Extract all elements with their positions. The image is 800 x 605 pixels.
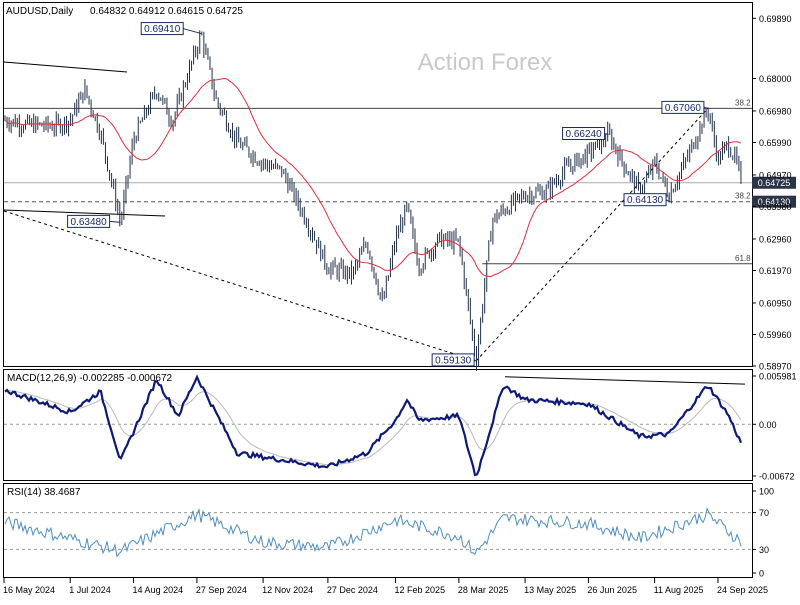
macd-pane xyxy=(3,369,753,481)
macd-tick-label: 0.005981 xyxy=(759,372,797,382)
price-label: 0.64130 xyxy=(627,195,664,206)
price-label-connector xyxy=(473,359,477,362)
date-tick-label: 13 May 2025 xyxy=(524,585,576,595)
rsi-tick-label: 0 xyxy=(759,569,764,579)
price-label: 0.69410 xyxy=(144,24,181,35)
date-tick-label: 28 Mar 2025 xyxy=(458,585,509,595)
fib-level-label: 61.8 xyxy=(735,254,751,263)
current-price-label: 0.64725 xyxy=(758,178,791,188)
rising-trendline xyxy=(475,108,709,362)
price-label-connector xyxy=(604,133,609,135)
date-tick-label: 1 Jul 2024 xyxy=(69,585,111,595)
date-tick-label: 12 Nov 2024 xyxy=(262,585,313,595)
date-tick-label: 11 Aug 2025 xyxy=(654,585,704,595)
price-tick-label: 0.66980 xyxy=(759,106,792,116)
macd-title: MACD(12,26,9) -0.002285 -0.000672 xyxy=(7,373,173,384)
rsi-line xyxy=(4,506,742,558)
fib-level-label: 38.2 xyxy=(735,192,751,201)
rsi-tick-label: 100 xyxy=(759,487,774,497)
rsi-tick-label: 70 xyxy=(759,508,769,518)
price-label: 0.59130 xyxy=(435,355,472,366)
support-price-box xyxy=(752,195,796,208)
price-label: 0.63480 xyxy=(71,217,108,228)
resistance-trendline xyxy=(3,61,128,73)
price-label-connector xyxy=(183,28,202,35)
price-tick-label: 0.59960 xyxy=(759,330,792,340)
price-label-connector xyxy=(665,199,670,203)
price-tick-label: 0.58970 xyxy=(759,362,792,372)
date-tick-label: 27 Sep 2024 xyxy=(196,585,247,595)
price-tick-label: 0.62960 xyxy=(759,234,792,244)
price-label-connector xyxy=(703,106,709,109)
date-tick-label: 12 Feb 2025 xyxy=(395,585,446,595)
price-tick-label: 0.69890 xyxy=(759,14,792,24)
current-price-box xyxy=(752,176,796,189)
price-tick-label: 0.63980 xyxy=(759,202,792,212)
date-tick-label: 14 Aug 2024 xyxy=(133,585,184,595)
macd-line xyxy=(4,374,743,477)
watermark: Action Forex xyxy=(418,49,553,76)
date-tick-label: 27 Dec 2024 xyxy=(327,585,378,595)
rsi-pane xyxy=(3,483,753,578)
price-label-connector xyxy=(109,220,121,223)
date-tick-label: 16 May 2024 xyxy=(3,585,55,595)
price-tick-label: 0.65990 xyxy=(759,138,792,148)
rsi-tick-label: 30 xyxy=(759,545,769,555)
fib-level-label: 38.2 xyxy=(735,98,751,107)
symbol-title: AUDUSD,Daily xyxy=(6,6,73,17)
macd-trendline xyxy=(504,376,746,385)
date-tick-label: 24 Sep 2025 xyxy=(717,585,768,595)
macd-tick-label: -0.00672 xyxy=(759,472,795,482)
price-tick-label: 0.60950 xyxy=(759,298,792,308)
support-price-label: 0.64130 xyxy=(758,197,791,207)
price-label: 0.66240 xyxy=(565,129,602,140)
price-tick-label: 0.61970 xyxy=(759,266,792,276)
support-trendline xyxy=(3,209,166,217)
macd-tick-label: 0.00 xyxy=(759,420,777,430)
moving-average-line xyxy=(4,77,742,278)
date-tick-label: 26 Jun 2025 xyxy=(587,585,637,595)
price-tick-label: 0.64970 xyxy=(759,170,792,180)
macd-signal-line xyxy=(5,389,742,466)
price-tick-label: 0.68000 xyxy=(759,74,792,84)
ohlc-values: 0.64832 0.64912 0.64615 0.64725 xyxy=(90,6,243,17)
rsi-title: RSI(14) 38.4687 xyxy=(7,487,81,498)
lower-channel-line xyxy=(3,210,477,362)
price-label: 0.67060 xyxy=(665,103,702,114)
